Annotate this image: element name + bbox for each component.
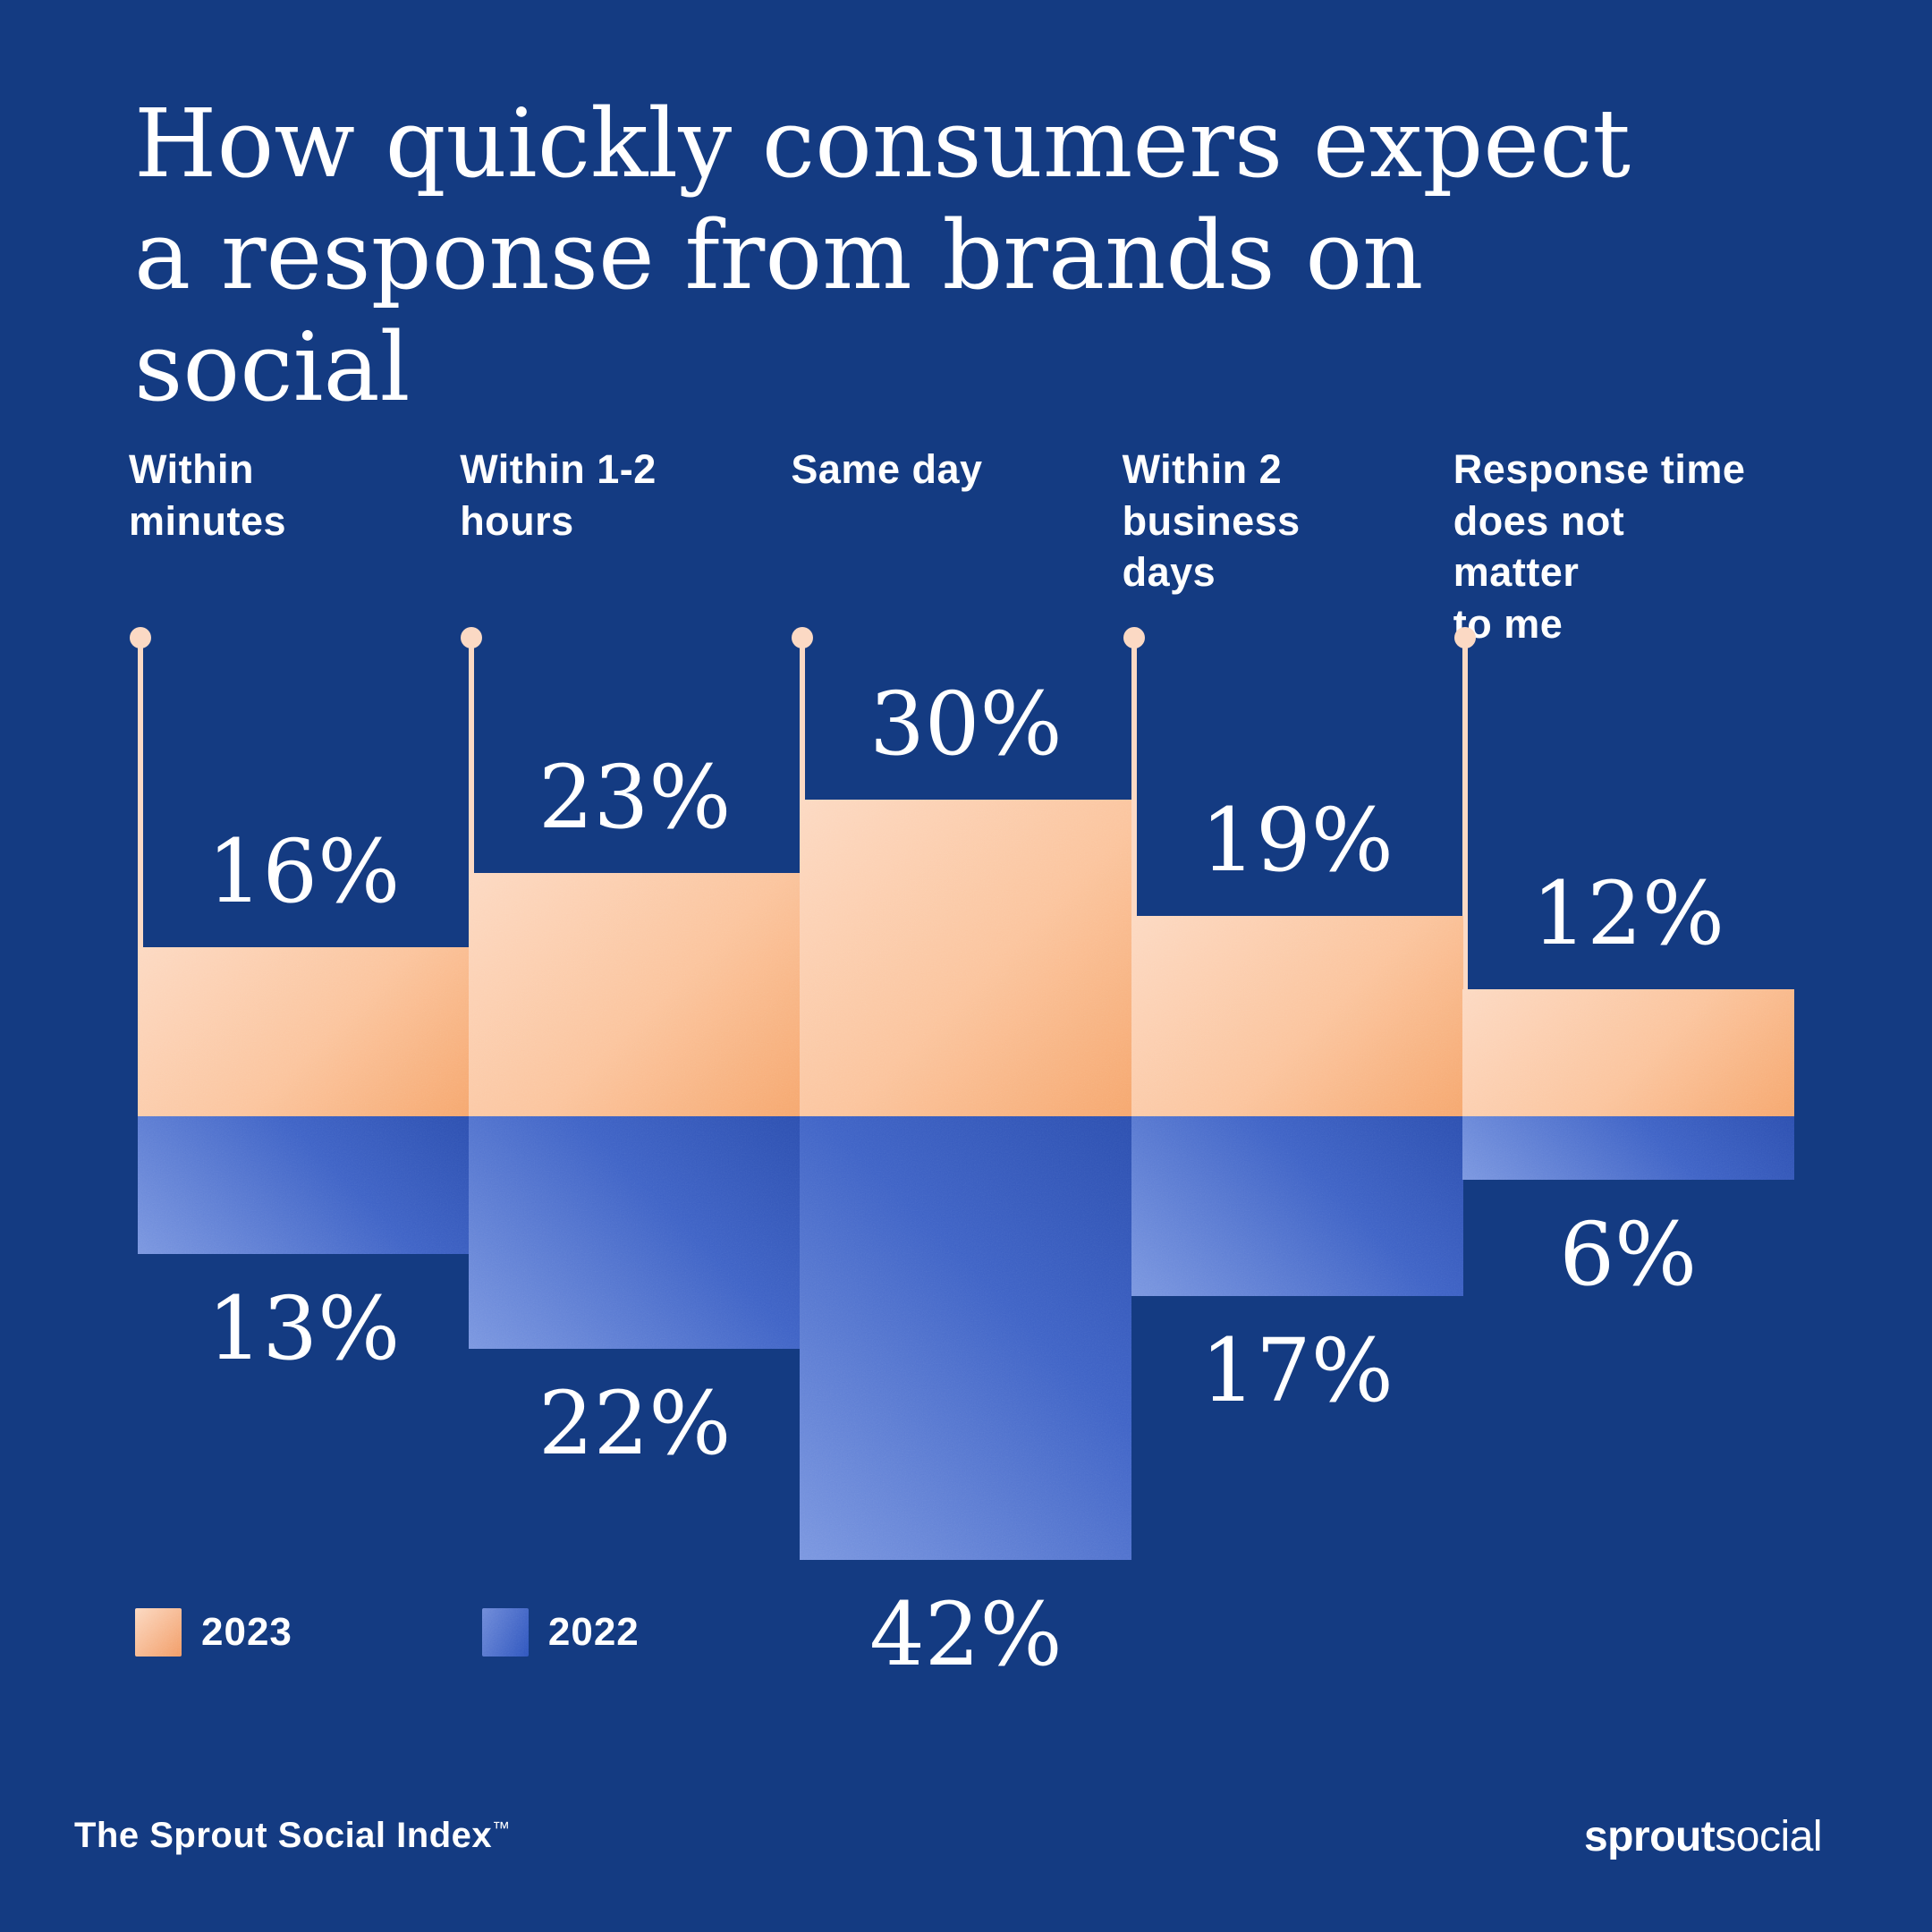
- trademark-symbol: ™: [492, 1818, 511, 1839]
- value-label-2022: 42%: [869, 1584, 1063, 1686]
- marker-stem: [138, 638, 143, 1116]
- legend-swatch-2023: [135, 1608, 182, 1657]
- marker-dot: [792, 627, 814, 648]
- bar-2023: [800, 799, 1132, 1116]
- legend: 2023 2022: [135, 1608, 640, 1657]
- value-label-2022: 6%: [1559, 1203, 1698, 1305]
- value-label-2023: 19%: [1200, 789, 1394, 891]
- category-label: Within minutes: [129, 446, 287, 544]
- category-label: Within 1-2 hours: [460, 446, 657, 544]
- value-label-2023: 16%: [207, 821, 401, 923]
- source-text: The Sprout Social Index: [74, 1816, 493, 1855]
- bar-2023: [1462, 989, 1794, 1116]
- bar-2023: [138, 947, 470, 1116]
- chart-title: How quickly consumers expect a response …: [134, 89, 1631, 423]
- marker-dot: [130, 627, 151, 648]
- value-label-2023: 30%: [869, 673, 1063, 775]
- logo-word-social: social: [1715, 1813, 1822, 1860]
- legend-swatch-2022: [481, 1608, 529, 1657]
- bar-2022: [800, 1116, 1132, 1561]
- bar-2023: [469, 873, 801, 1116]
- source-attribution: The Sprout Social Index™: [74, 1816, 511, 1856]
- legend-label-2023: 2023: [201, 1610, 292, 1654]
- value-label-2023: 12%: [1531, 863, 1725, 965]
- category-label: Within 2 business days: [1122, 446, 1301, 596]
- marker-dot: [1453, 627, 1476, 648]
- bar-2022: [469, 1116, 801, 1349]
- value-label-2022: 13%: [207, 1277, 401, 1379]
- bar-2022: [1462, 1116, 1794, 1180]
- marker-stem: [1131, 638, 1137, 1116]
- category-label: Response time does not matter to me: [1453, 446, 1746, 647]
- marker-dot: [1123, 627, 1145, 648]
- bar-2023: [1131, 915, 1463, 1116]
- bar-2022: [1131, 1116, 1463, 1296]
- value-label-2022: 17%: [1200, 1319, 1394, 1421]
- value-label-2023: 23%: [538, 747, 732, 849]
- marker-stem: [1462, 638, 1468, 1116]
- category-label: Same day: [791, 446, 983, 492]
- sprout-social-logo: sproutsocial: [1583, 1812, 1823, 1861]
- marker-dot: [461, 627, 483, 648]
- logo-word-sprout: sprout: [1583, 1813, 1716, 1860]
- value-label-2022: 22%: [538, 1372, 732, 1474]
- legend-label-2022: 2022: [547, 1610, 640, 1654]
- bar-2022: [138, 1116, 470, 1254]
- legend-item-2022: 2022: [481, 1608, 640, 1657]
- legend-item-2023: 2023: [135, 1608, 292, 1657]
